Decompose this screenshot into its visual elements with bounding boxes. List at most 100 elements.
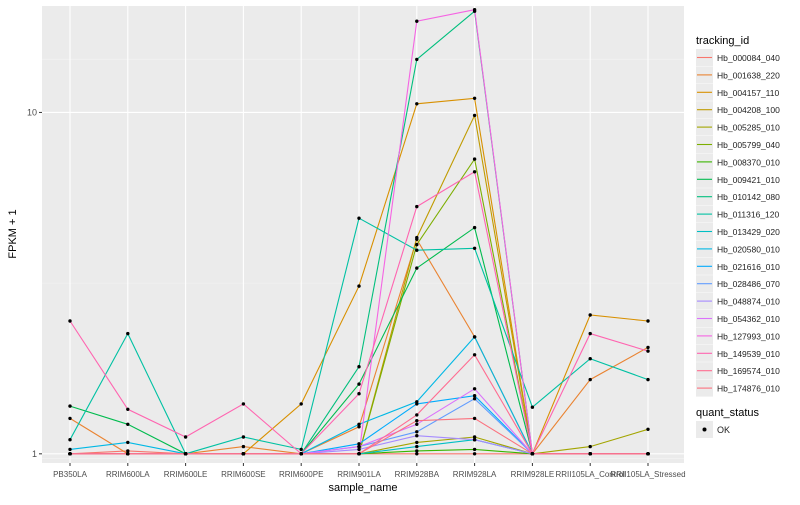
data-point bbox=[415, 19, 419, 23]
data-point bbox=[530, 405, 535, 409]
x-tick-label: PB350LA bbox=[53, 470, 87, 479]
data-point bbox=[646, 345, 650, 350]
data-point bbox=[183, 452, 188, 456]
data-point bbox=[126, 422, 130, 426]
data-point bbox=[415, 402, 419, 406]
legend-label: Hb_005285_010 bbox=[717, 123, 780, 133]
data-point bbox=[646, 319, 650, 323]
x-tick-label: RRIM928BA bbox=[395, 470, 440, 479]
x-tick-label: RRIM928LE bbox=[511, 470, 555, 479]
legend: tracking_id Hb_000084_040Hb_001638_220Hb… bbox=[696, 35, 780, 438]
data-point bbox=[357, 452, 361, 456]
data-point bbox=[415, 430, 419, 434]
data-point bbox=[241, 435, 246, 439]
data-point bbox=[472, 170, 477, 174]
data-point bbox=[357, 365, 361, 369]
data-point bbox=[472, 335, 477, 339]
data-point bbox=[415, 440, 419, 445]
x-tick-label: RRII105LA_Stressed bbox=[610, 470, 685, 479]
data-point bbox=[415, 242, 419, 247]
data-point bbox=[357, 425, 361, 429]
data-point bbox=[357, 447, 361, 452]
data-point bbox=[357, 216, 361, 220]
data-point bbox=[241, 452, 246, 456]
x-tick-label: RRIM600PE bbox=[279, 470, 323, 479]
data-point bbox=[357, 442, 361, 446]
data-point bbox=[588, 452, 592, 456]
data-point bbox=[415, 235, 419, 240]
legend-label: Hb_000084_040 bbox=[717, 53, 780, 63]
data-point bbox=[588, 377, 592, 382]
data-point bbox=[472, 387, 477, 391]
data-point bbox=[68, 452, 72, 456]
data-point bbox=[472, 157, 477, 161]
data-point bbox=[415, 422, 419, 426]
data-point bbox=[68, 404, 72, 408]
data-point bbox=[68, 319, 72, 323]
data-point bbox=[126, 440, 130, 445]
data-point bbox=[415, 266, 419, 270]
legend-label: Hb_008370_010 bbox=[717, 157, 780, 167]
legend-label: Hb_149539_010 bbox=[717, 349, 780, 359]
y-tick-label: 1 bbox=[32, 449, 37, 459]
legend-label: Hb_009421_010 bbox=[717, 175, 780, 185]
x-tick-label: RRIM600LA bbox=[106, 470, 150, 479]
data-point bbox=[415, 444, 419, 449]
data-point bbox=[415, 434, 419, 438]
data-point bbox=[126, 449, 130, 453]
data-point bbox=[415, 102, 419, 106]
data-point bbox=[68, 416, 72, 421]
data-point bbox=[126, 407, 130, 411]
data-point bbox=[415, 452, 419, 456]
data-point bbox=[415, 204, 419, 209]
data-point bbox=[646, 427, 650, 431]
legend-label: Hb_048874_010 bbox=[717, 297, 780, 307]
legend-label: Hb_001638_220 bbox=[717, 70, 780, 80]
x-tick-label: RRIM600LE bbox=[164, 470, 208, 479]
data-point bbox=[415, 248, 419, 252]
legend-label: Hb_005799_040 bbox=[717, 140, 780, 150]
data-point bbox=[299, 447, 303, 452]
legend-label: Hb_127993_010 bbox=[717, 331, 780, 341]
data-point bbox=[299, 402, 303, 406]
y-tick-label: 10 bbox=[27, 107, 37, 117]
legend-label: Hb_004208_100 bbox=[717, 105, 780, 115]
data-point bbox=[357, 422, 361, 426]
data-point bbox=[646, 349, 650, 353]
data-point bbox=[415, 413, 419, 417]
data-point bbox=[357, 382, 361, 386]
legend-label: Hb_011316_120 bbox=[717, 210, 780, 220]
data-point bbox=[357, 392, 361, 396]
data-point bbox=[126, 452, 130, 456]
data-point bbox=[357, 444, 361, 449]
grid-layer bbox=[42, 6, 684, 463]
x-axis-title: sample_name bbox=[328, 482, 397, 494]
data-point bbox=[472, 438, 477, 442]
data-point bbox=[588, 313, 592, 317]
legend2-label: OK bbox=[717, 425, 730, 435]
data-point bbox=[241, 402, 246, 406]
legend-label: Hb_174876_010 bbox=[717, 384, 780, 394]
legend-label: Hb_010142_080 bbox=[717, 192, 780, 202]
legend-label: Hb_054362_010 bbox=[717, 314, 780, 324]
data-point bbox=[415, 57, 419, 62]
data-point bbox=[472, 246, 477, 250]
data-point bbox=[472, 225, 477, 230]
data-point bbox=[299, 452, 303, 456]
legend-label: Hb_004157_110 bbox=[717, 88, 780, 98]
legend-label: Hb_020580_010 bbox=[717, 244, 780, 254]
data-point bbox=[472, 113, 477, 118]
data-point bbox=[472, 447, 477, 452]
data-point bbox=[646, 452, 650, 456]
data-point bbox=[68, 447, 72, 452]
legend-label: Hb_028486_070 bbox=[717, 279, 780, 289]
data-point bbox=[183, 435, 188, 439]
legend2-title: quant_status bbox=[696, 407, 759, 419]
y-axis-title: FPKM + 1 bbox=[7, 209, 19, 258]
data-point bbox=[472, 96, 477, 101]
legend2-key-point bbox=[702, 427, 707, 432]
data-point bbox=[588, 357, 592, 361]
x-tick-label: RRIM901LA bbox=[337, 470, 381, 479]
